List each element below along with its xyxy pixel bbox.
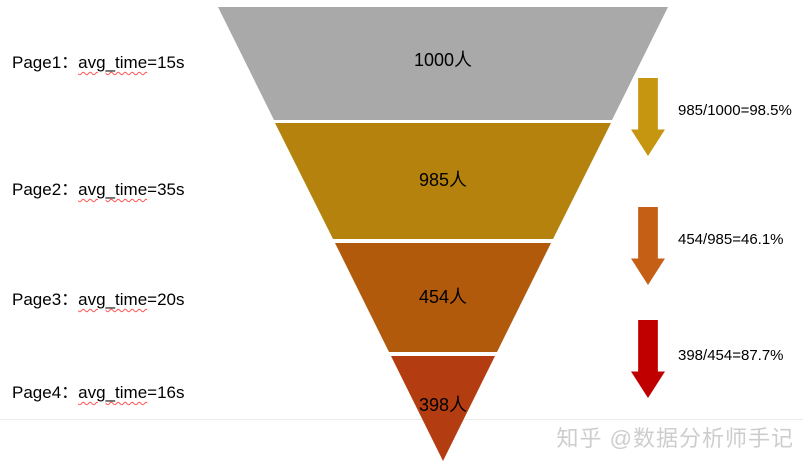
funnel-stage-1-value: 1000人 xyxy=(413,50,473,70)
conversion-rate-1: 985/1000=98.5% xyxy=(678,102,792,119)
funnel-stage-2 xyxy=(275,123,611,239)
zhihu-watermark: 知乎 @数据分析师手记 xyxy=(556,426,794,451)
page2-prefix: Page2： xyxy=(12,180,79,199)
page2-value: =35s xyxy=(147,180,185,199)
horizontal-divider-line xyxy=(0,419,803,420)
funnel-chart: 1000人 985人 454人 398人 xyxy=(218,7,668,461)
funnel-stage-1 xyxy=(218,7,668,120)
conversion-rate-2: 454/985=46.1% xyxy=(678,231,784,248)
conversion-rate-3: 398/454=87.7% xyxy=(678,347,784,364)
page4-prefix: Page4： xyxy=(12,383,79,402)
page3-label: Page3：avg_time=20s xyxy=(12,289,185,311)
funnel-stage-2-value: 985人 xyxy=(418,170,468,190)
page3-value: =20s xyxy=(147,290,185,309)
funnel-stage-3-value: 454人 xyxy=(418,287,468,307)
page4-label: Page4：avg_time=16s xyxy=(12,382,185,404)
page4-avg-time: avg_time xyxy=(78,383,148,402)
page4-value: =16s xyxy=(147,383,185,402)
page2-label: Page2：avg_time=35s xyxy=(12,179,185,201)
page3-prefix: Page3： xyxy=(12,290,79,309)
page3-avg-time: avg_time xyxy=(78,290,148,309)
page1-value: =15s xyxy=(147,53,185,72)
page2-avg-time: avg_time xyxy=(78,180,148,199)
page1-label: Page1：avg_time=15s xyxy=(12,52,185,74)
funnel-stage-4-value: 398人 xyxy=(418,395,468,415)
page1-avg-time: avg_time xyxy=(78,53,148,72)
page1-prefix: Page1： xyxy=(12,53,79,72)
